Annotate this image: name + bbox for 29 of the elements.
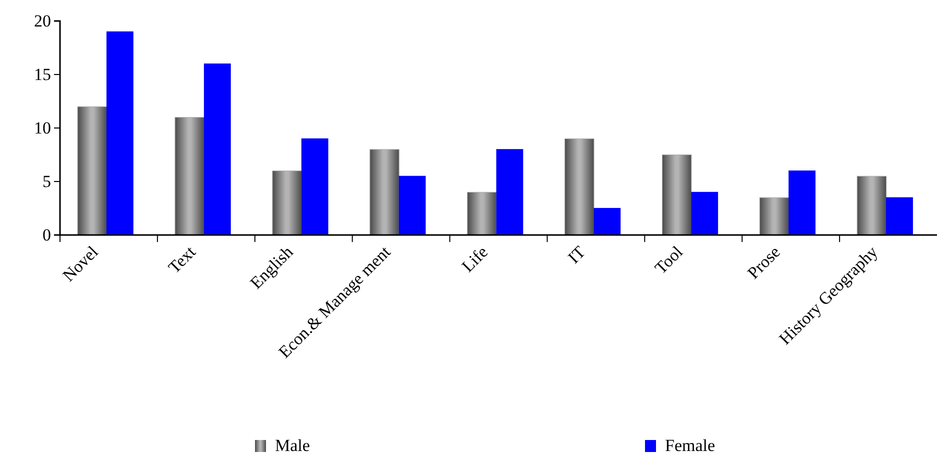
bar bbox=[496, 149, 524, 236]
bar bbox=[370, 149, 400, 236]
x-tick-label: Life bbox=[458, 242, 492, 276]
bar bbox=[77, 106, 108, 236]
bar bbox=[662, 154, 692, 236]
y-tick-label: 10 bbox=[34, 118, 51, 138]
x-tick-label: Tool bbox=[651, 242, 687, 278]
bar bbox=[856, 176, 887, 236]
bar bbox=[886, 197, 913, 236]
bar bbox=[564, 138, 594, 236]
legend-label: Female bbox=[665, 436, 716, 455]
bar bbox=[204, 64, 231, 236]
bar bbox=[759, 197, 790, 236]
x-tick-label: IT bbox=[564, 242, 590, 268]
x-tick-label: Text bbox=[164, 242, 200, 278]
y-tick-label: 0 bbox=[42, 225, 51, 244]
bar bbox=[398, 176, 426, 236]
bar bbox=[106, 31, 134, 236]
legend-label: Male bbox=[275, 436, 310, 455]
bar bbox=[788, 170, 816, 236]
y-tick-label: 5 bbox=[42, 172, 51, 191]
y-tick-label: 15 bbox=[34, 64, 51, 84]
bar bbox=[467, 192, 497, 236]
bar bbox=[594, 208, 621, 236]
bar bbox=[272, 170, 302, 236]
bar bbox=[691, 192, 718, 236]
bar bbox=[301, 138, 328, 236]
y-tick-label: 20 bbox=[34, 11, 51, 30]
bar bbox=[174, 117, 205, 236]
